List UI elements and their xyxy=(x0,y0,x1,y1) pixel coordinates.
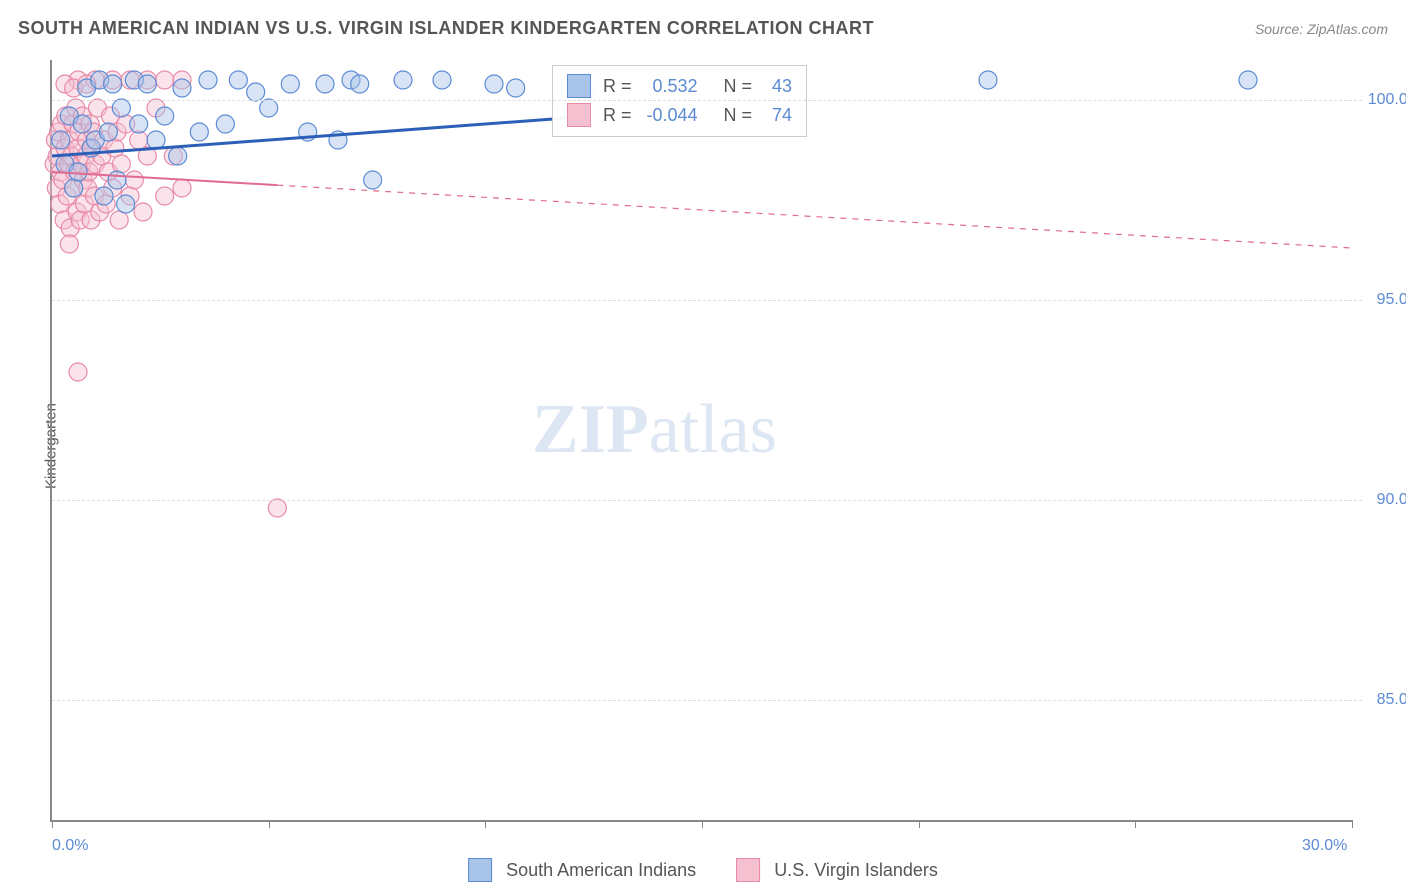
scatter-point xyxy=(364,171,382,189)
gridline-h xyxy=(52,300,1362,301)
scatter-point xyxy=(104,75,122,93)
scatter-point xyxy=(173,179,191,197)
scatter-point xyxy=(52,131,70,149)
scatter-point xyxy=(106,139,124,157)
y-tick-label: 100.0% xyxy=(1362,91,1406,109)
scatter-point xyxy=(112,155,130,173)
scatter-point xyxy=(173,79,191,97)
plot-area: ZIPatlas R =0.532N =43R =-0.044N =74 85.… xyxy=(50,60,1352,822)
gridline-h xyxy=(52,700,1362,701)
n-value: 43 xyxy=(758,72,792,101)
scatter-point xyxy=(130,131,148,149)
y-tick-label: 85.0% xyxy=(1362,691,1406,709)
scatter-point xyxy=(247,83,265,101)
legend-item: South American Indians xyxy=(468,858,696,882)
x-tick xyxy=(1135,820,1136,828)
legend-swatch xyxy=(468,858,492,882)
n-value: 74 xyxy=(758,101,792,130)
scatter-point xyxy=(190,123,208,141)
x-tick xyxy=(1352,820,1353,828)
scatter-point xyxy=(394,71,412,89)
gridline-h xyxy=(52,100,1362,101)
chart-source: Source: ZipAtlas.com xyxy=(1255,21,1388,37)
trend-line-dashed xyxy=(277,185,1352,248)
scatter-point xyxy=(260,99,278,117)
scatter-point xyxy=(433,71,451,89)
r-value: 0.532 xyxy=(638,72,698,101)
x-tick xyxy=(485,820,486,828)
scatter-point xyxy=(69,163,87,181)
scatter-point xyxy=(134,203,152,221)
scatter-point xyxy=(108,171,126,189)
x-tick-label: 0.0% xyxy=(52,837,88,855)
scatter-point xyxy=(156,107,174,125)
scatter-point xyxy=(130,115,148,133)
n-label: N = xyxy=(724,101,753,130)
x-tick xyxy=(52,820,53,828)
scatter-point xyxy=(147,131,165,149)
legend-label: South American Indians xyxy=(506,860,696,881)
plot-svg xyxy=(52,60,1352,820)
scatter-point xyxy=(112,99,130,117)
r-label: R = xyxy=(603,101,632,130)
gridline-h xyxy=(52,500,1362,501)
scatter-point xyxy=(117,195,135,213)
scatter-point xyxy=(216,115,234,133)
scatter-point xyxy=(65,179,83,197)
chart-header: SOUTH AMERICAN INDIAN VS U.S. VIRGIN ISL… xyxy=(18,18,1388,39)
scatter-point xyxy=(156,187,174,205)
scatter-point xyxy=(1239,71,1257,89)
scatter-point xyxy=(229,71,247,89)
scatter-point xyxy=(95,187,113,205)
scatter-point xyxy=(138,75,156,93)
scatter-point xyxy=(507,79,525,97)
x-tick xyxy=(269,820,270,828)
chart-title: SOUTH AMERICAN INDIAN VS U.S. VIRGIN ISL… xyxy=(18,18,874,39)
stats-swatch xyxy=(567,74,591,98)
scatter-point xyxy=(316,75,334,93)
scatter-point xyxy=(268,499,286,517)
scatter-point xyxy=(485,75,503,93)
scatter-point xyxy=(99,123,117,141)
scatter-point xyxy=(73,115,91,133)
legend-swatch xyxy=(736,858,760,882)
legend-item: U.S. Virgin Islanders xyxy=(736,858,938,882)
n-label: N = xyxy=(724,72,753,101)
legend: South American Indians U.S. Virgin Island… xyxy=(468,858,938,882)
scatter-point xyxy=(169,147,187,165)
scatter-point xyxy=(156,71,174,89)
x-tick xyxy=(702,820,703,828)
stats-swatch xyxy=(567,103,591,127)
legend-label: U.S. Virgin Islanders xyxy=(774,860,938,881)
scatter-point xyxy=(110,211,128,229)
x-tick-label: 30.0% xyxy=(1302,837,1347,855)
r-label: R = xyxy=(603,72,632,101)
x-tick xyxy=(919,820,920,828)
r-value: -0.044 xyxy=(638,101,698,130)
scatter-point xyxy=(281,75,299,93)
stats-row: R =0.532 N =43 xyxy=(567,72,792,101)
scatter-point xyxy=(60,235,78,253)
stats-row: R =-0.044 N =74 xyxy=(567,101,792,130)
scatter-point xyxy=(125,171,143,189)
scatter-point xyxy=(199,71,217,89)
scatter-point xyxy=(69,363,87,381)
y-tick-label: 90.0% xyxy=(1362,491,1406,509)
y-tick-label: 95.0% xyxy=(1362,291,1406,309)
scatter-point xyxy=(351,75,369,93)
scatter-point xyxy=(979,71,997,89)
